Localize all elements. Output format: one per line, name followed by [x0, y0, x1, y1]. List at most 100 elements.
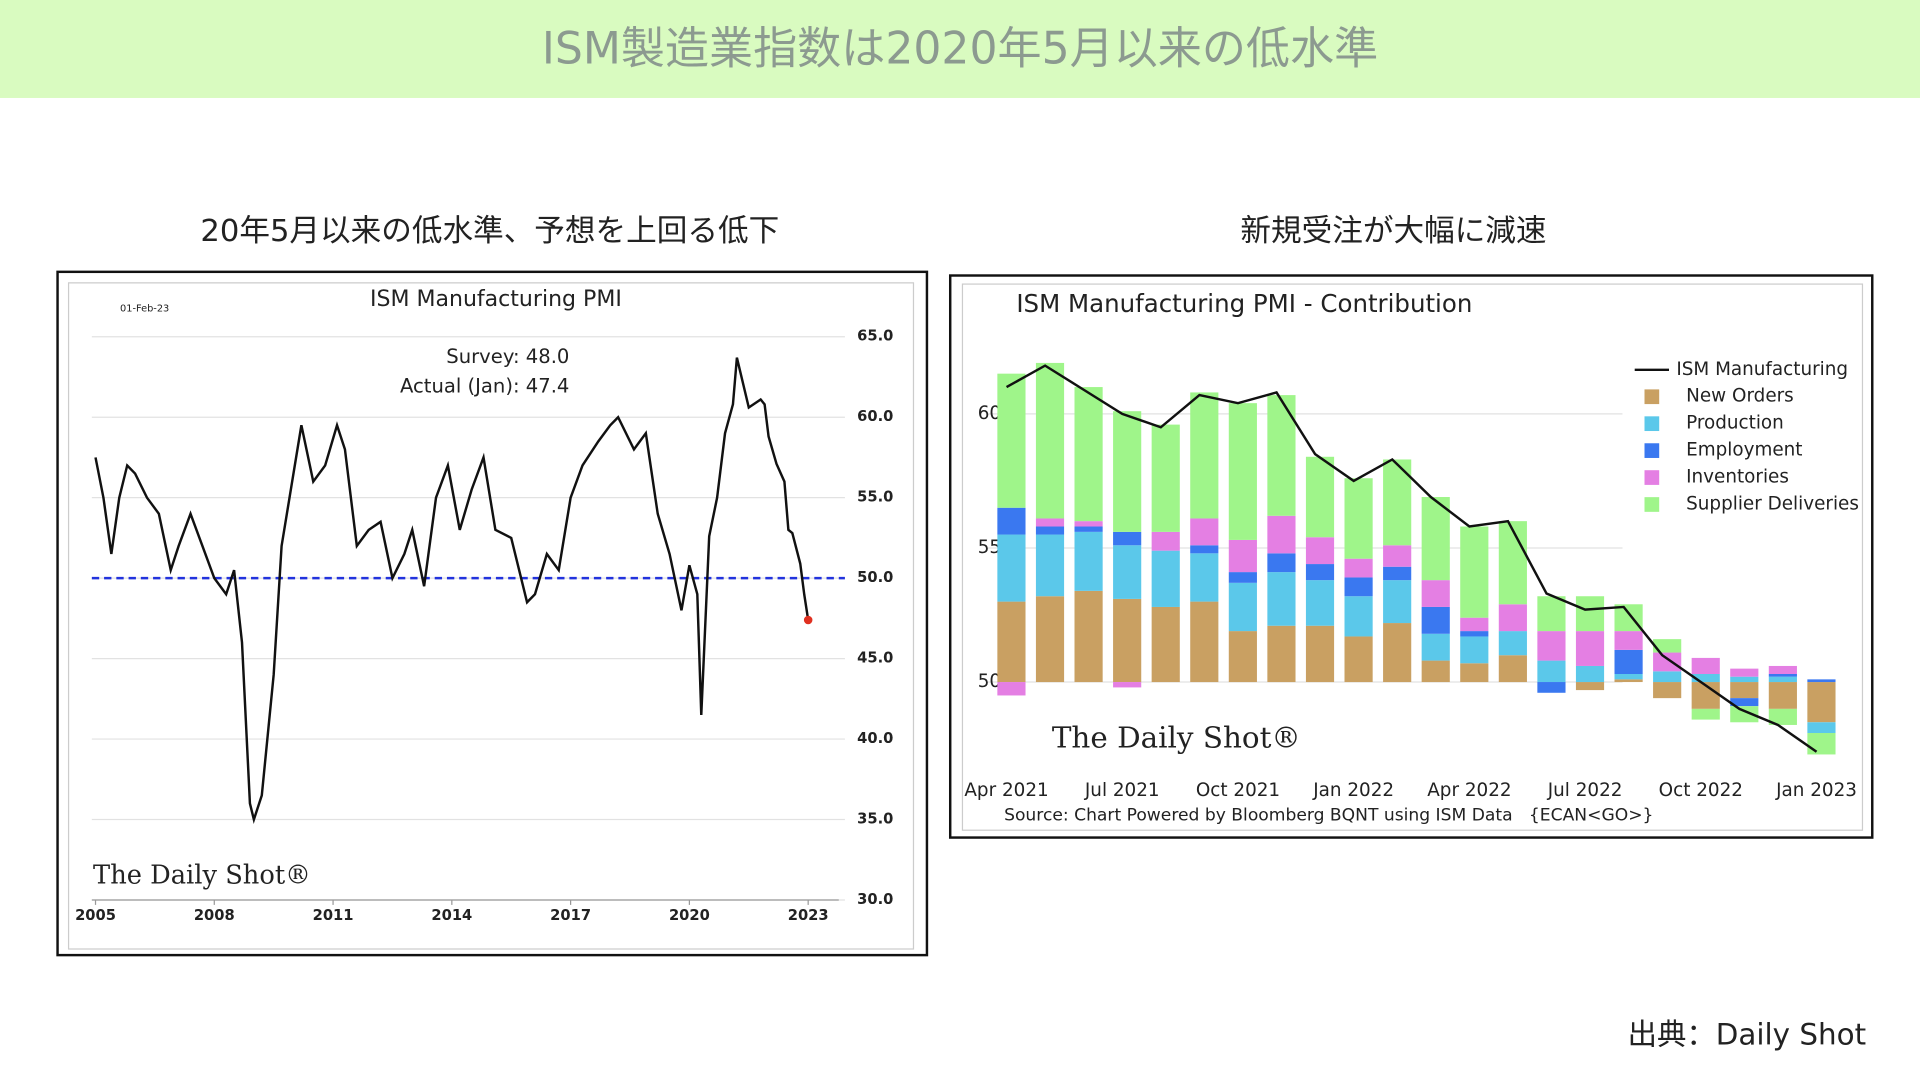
end-marker	[803, 615, 813, 625]
bar-segment	[1460, 663, 1489, 683]
x-tick-label: Apr 2022	[1427, 780, 1511, 801]
bar-segment	[1460, 617, 1489, 632]
bar-segment	[1190, 553, 1219, 602]
x-tick-label: 2011	[313, 907, 354, 924]
y-tick-label: 55	[978, 537, 1001, 558]
bar-segment	[1498, 604, 1527, 632]
chart-heading: 20年5月以来の低水準、予想を上回る低下	[200, 214, 779, 249]
bar-segment	[1151, 606, 1180, 683]
bar-segment	[1537, 631, 1566, 661]
bar-segment	[1730, 682, 1759, 699]
pmi-line	[94, 357, 810, 824]
legend-swatch	[1644, 470, 1660, 485]
bar-segment	[1768, 708, 1797, 725]
x-tick-label: 2014	[431, 907, 472, 924]
bar-segment	[1691, 674, 1720, 683]
bar-segment	[997, 682, 1026, 696]
legend-swatch	[1644, 416, 1660, 432]
y-tick-label: 50	[978, 671, 1001, 692]
bar-segment	[1421, 497, 1450, 581]
y-tick-label: 60	[978, 403, 1001, 424]
bar-segment	[1807, 732, 1836, 755]
chart-title: ISM Manufacturing PMI	[370, 287, 622, 312]
x-tick-label: 2017	[550, 907, 591, 924]
bar-segment	[1653, 639, 1682, 653]
bar-segment	[1190, 392, 1219, 519]
bar-segment	[1614, 679, 1643, 683]
bar-segment	[1267, 625, 1296, 683]
left-inner-frame	[67, 282, 915, 950]
bar-segment	[1035, 526, 1065, 535]
bar-segment	[1267, 515, 1296, 554]
y-tick-label: 65.0	[857, 328, 893, 345]
x-tick-label: 2005	[75, 907, 116, 924]
slide-title: ISM製造業指数は2020年5月以来の低水準	[542, 23, 1378, 74]
bar-segment	[1344, 577, 1373, 597]
bar-segment	[1228, 539, 1257, 573]
bar-segment	[1267, 572, 1296, 626]
left-panel	[56, 270, 929, 957]
bar-segment	[1421, 660, 1450, 683]
bar-segment	[1498, 521, 1527, 605]
bar-segment	[1691, 657, 1720, 675]
bar-segment	[1730, 698, 1759, 707]
bar-segment	[1537, 682, 1566, 693]
bar-segment	[1344, 596, 1373, 637]
legend-label: Production	[1686, 413, 1784, 434]
bar-segment	[1305, 564, 1335, 581]
bar-segment	[1190, 518, 1219, 546]
right-inner-frame	[961, 283, 1864, 831]
bar-segment	[1614, 674, 1643, 680]
bar-segment	[1383, 623, 1412, 683]
x-tick-label: 2008	[194, 907, 235, 924]
bar-segment	[1421, 580, 1450, 607]
x-tick-label: Jul 2021	[1084, 780, 1160, 801]
annotation: Survey: 48.0	[446, 345, 569, 368]
annotation: Actual (Jan): 47.4	[400, 374, 569, 397]
bar-segment	[1730, 706, 1759, 723]
bar-segment	[1768, 682, 1797, 709]
legend-label: New Orders	[1686, 386, 1794, 407]
bar-segment	[1151, 531, 1180, 551]
bar-segment	[1344, 558, 1373, 578]
legend-swatch	[1644, 497, 1660, 512]
bar-segment	[1074, 387, 1103, 522]
header-band	[0, 0, 1920, 98]
bar-segment	[1228, 582, 1257, 632]
x-tick-label: 2023	[788, 907, 829, 924]
bar-segment	[1113, 598, 1142, 683]
bar-segment	[1228, 631, 1257, 683]
y-tick-label: 45.0	[857, 650, 893, 667]
bar-segment	[1421, 633, 1450, 661]
bar-segment	[1344, 636, 1373, 683]
bar-segment	[1421, 606, 1450, 634]
bar-segment	[1074, 590, 1103, 683]
bar-segment	[1305, 456, 1335, 538]
legend-label: Inventories	[1686, 467, 1789, 488]
bar-segment	[1113, 682, 1142, 688]
bar-segment	[1383, 545, 1412, 567]
bar-segment	[1383, 566, 1412, 581]
logo: The Daily Shot®	[1052, 721, 1301, 755]
bar-segment	[1498, 631, 1527, 656]
footer-source: 出典：Daily Shot	[1628, 1017, 1867, 1051]
bar-segment	[997, 534, 1026, 602]
bar-segment	[1305, 580, 1335, 626]
bar-segment	[1575, 631, 1605, 666]
bar-segment	[1807, 682, 1836, 723]
bar-segment	[1768, 676, 1797, 683]
bar-segment	[1228, 572, 1257, 583]
bar-segment	[1074, 531, 1103, 591]
bar-segment	[1113, 411, 1142, 532]
chart-heading: 新規受注が大幅に減速	[1240, 214, 1546, 249]
source-note: Source: Chart Powered by Bloomberg BQNT …	[1004, 806, 1653, 826]
ism-line	[1005, 364, 1818, 753]
bar-segment	[1190, 545, 1219, 554]
date-label: 01-Feb-23	[120, 304, 169, 315]
y-tick-label: 50.0	[857, 569, 893, 586]
bar-segment	[1460, 631, 1489, 637]
bar-segment	[1151, 424, 1180, 532]
bar-segment	[1383, 580, 1412, 624]
bar-segment	[1807, 722, 1836, 733]
